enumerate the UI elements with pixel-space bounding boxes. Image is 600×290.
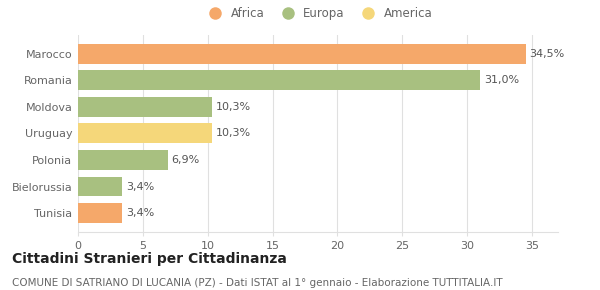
Text: 31,0%: 31,0% <box>484 75 519 85</box>
Bar <box>78 44 526 64</box>
Text: Cittadini Stranieri per Cittadinanza: Cittadini Stranieri per Cittadinanza <box>12 252 287 266</box>
Legend: Africa, Europa, America: Africa, Europa, America <box>199 3 437 25</box>
Text: 6,9%: 6,9% <box>172 155 200 165</box>
Text: 34,5%: 34,5% <box>529 49 565 59</box>
Bar <box>78 124 212 143</box>
Text: 10,3%: 10,3% <box>215 102 251 112</box>
Text: 3,4%: 3,4% <box>126 208 154 218</box>
Bar <box>78 177 122 197</box>
Text: 3,4%: 3,4% <box>126 182 154 191</box>
Bar <box>78 70 480 90</box>
Text: COMUNE DI SATRIANO DI LUCANIA (PZ) - Dati ISTAT al 1° gennaio - Elaborazione TUT: COMUNE DI SATRIANO DI LUCANIA (PZ) - Dat… <box>12 278 503 288</box>
Bar <box>78 97 212 117</box>
Bar <box>78 150 167 170</box>
Text: 10,3%: 10,3% <box>215 128 251 138</box>
Bar <box>78 203 122 223</box>
